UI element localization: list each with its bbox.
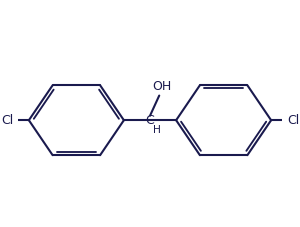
Text: H: H xyxy=(153,125,160,135)
Text: Cl: Cl xyxy=(287,114,299,127)
Text: OH: OH xyxy=(152,80,172,93)
Text: C: C xyxy=(146,114,154,127)
Text: Cl: Cl xyxy=(1,114,13,127)
